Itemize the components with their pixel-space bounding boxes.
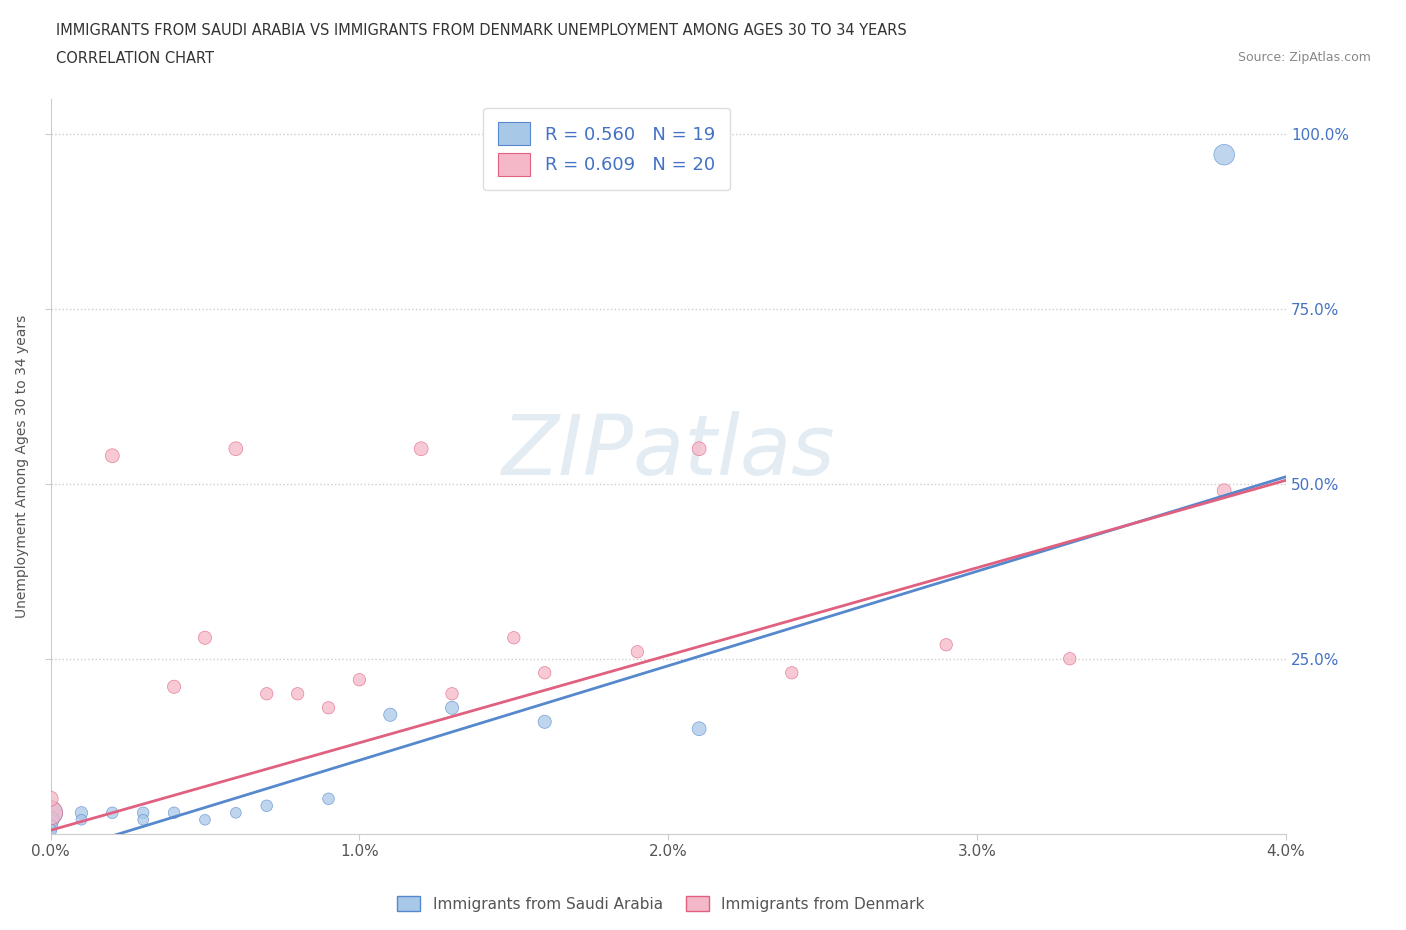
Point [101, 448, 124, 463]
Text: IMMIGRANTS FROM SAUDI ARABIA VS IMMIGRANTS FROM DENMARK UNEMPLOYMENT AMONG AGES : IMMIGRANTS FROM SAUDI ARABIA VS IMMIGRAN… [56, 23, 907, 38]
Point [1213, 484, 1236, 498]
Point [502, 631, 524, 645]
Point [411, 442, 433, 457]
Point [441, 686, 464, 701]
Point [39, 791, 62, 806]
Point [256, 686, 278, 701]
Point [39, 823, 62, 838]
Text: ZIPatlas: ZIPatlas [502, 411, 835, 492]
Point [225, 805, 247, 820]
Point [318, 791, 340, 806]
Point [70, 805, 93, 820]
Point [225, 442, 247, 457]
Point [688, 442, 710, 457]
Point [39, 819, 62, 834]
Point [318, 700, 340, 715]
Point [163, 805, 186, 820]
Point [163, 679, 186, 694]
Point [39, 805, 62, 820]
Point [780, 665, 803, 680]
Point [132, 812, 155, 827]
Point [256, 798, 278, 813]
Y-axis label: Unemployment Among Ages 30 to 34 years: Unemployment Among Ages 30 to 34 years [15, 314, 30, 618]
Point [441, 700, 464, 715]
Point [287, 686, 309, 701]
Point [626, 644, 648, 659]
Point [132, 805, 155, 820]
Point [1059, 651, 1081, 666]
Point [349, 672, 371, 687]
Text: CORRELATION CHART: CORRELATION CHART [56, 51, 214, 66]
Point [533, 714, 555, 729]
Point [533, 665, 555, 680]
Point [39, 805, 62, 820]
Legend: Immigrants from Saudi Arabia, Immigrants from Denmark: Immigrants from Saudi Arabia, Immigrants… [391, 889, 931, 918]
Point [688, 722, 710, 737]
Point [194, 812, 217, 827]
Point [39, 812, 62, 827]
Point [1213, 147, 1236, 162]
Point [101, 805, 124, 820]
Point [70, 812, 93, 827]
Point [380, 708, 402, 723]
Point [194, 631, 217, 645]
Text: Source: ZipAtlas.com: Source: ZipAtlas.com [1237, 51, 1371, 64]
Point [935, 637, 957, 652]
Legend: R = 0.560   N = 19, R = 0.609   N = 20: R = 0.560 N = 19, R = 0.609 N = 20 [484, 108, 730, 191]
